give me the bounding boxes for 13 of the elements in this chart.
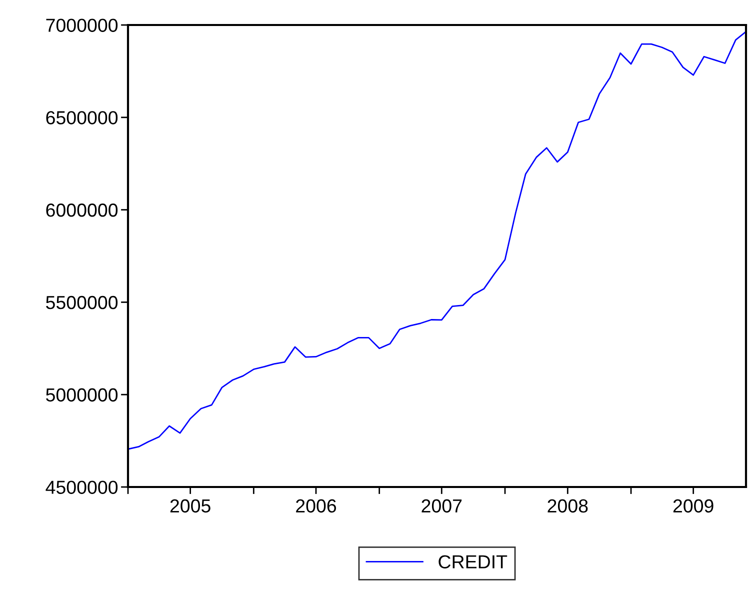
x-tick-label: 2006 [296,499,336,513]
y-tick-label: 4500000 [46,480,118,494]
x-tick-label: 2005 [170,499,210,513]
x-tick-label: 2008 [548,499,588,513]
y-tick-label: 7000000 [46,18,118,32]
x-tick-label: 2007 [422,499,462,513]
legend-label: CREDIT [438,555,508,568]
line-series [128,30,746,450]
y-tick-label: 6000000 [46,204,118,217]
x-tick-label: 2009 [673,499,714,513]
y-tick-label: 5500000 [46,296,118,310]
y-tick-label: 5000000 [46,388,118,402]
y-tick-label: 6500000 [46,111,118,124]
